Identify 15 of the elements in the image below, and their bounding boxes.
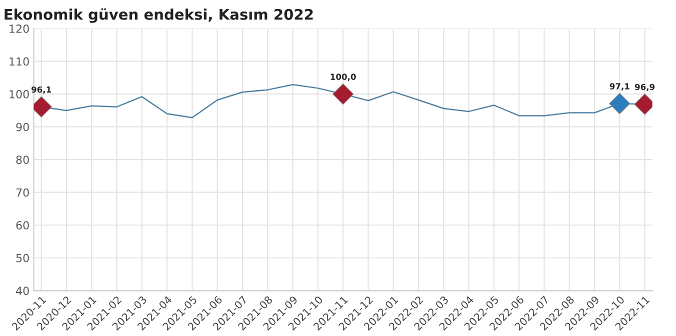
y-tick-label: 80	[16, 156, 29, 164]
data-label: 96,1	[31, 86, 52, 94]
point	[609, 93, 630, 114]
y-tick-label: 90	[16, 122, 29, 132]
chart-title: Ekonomik güven endeksi, Kasım 2022	[4, 8, 313, 23]
data-label: 97,1	[610, 83, 630, 91]
y-tick-label: 110	[10, 57, 29, 66]
y-tick-label: 50	[16, 254, 29, 262]
y-tick-label: 60	[16, 221, 29, 230]
y-tick-label: 40	[16, 286, 29, 296]
data-label: 100,0	[330, 74, 356, 82]
y-tick-label: 100	[10, 90, 29, 98]
data-label: 96,9	[634, 84, 655, 92]
y-tick-label: 70	[16, 188, 29, 197]
y-tick-label: 120	[10, 24, 29, 33]
